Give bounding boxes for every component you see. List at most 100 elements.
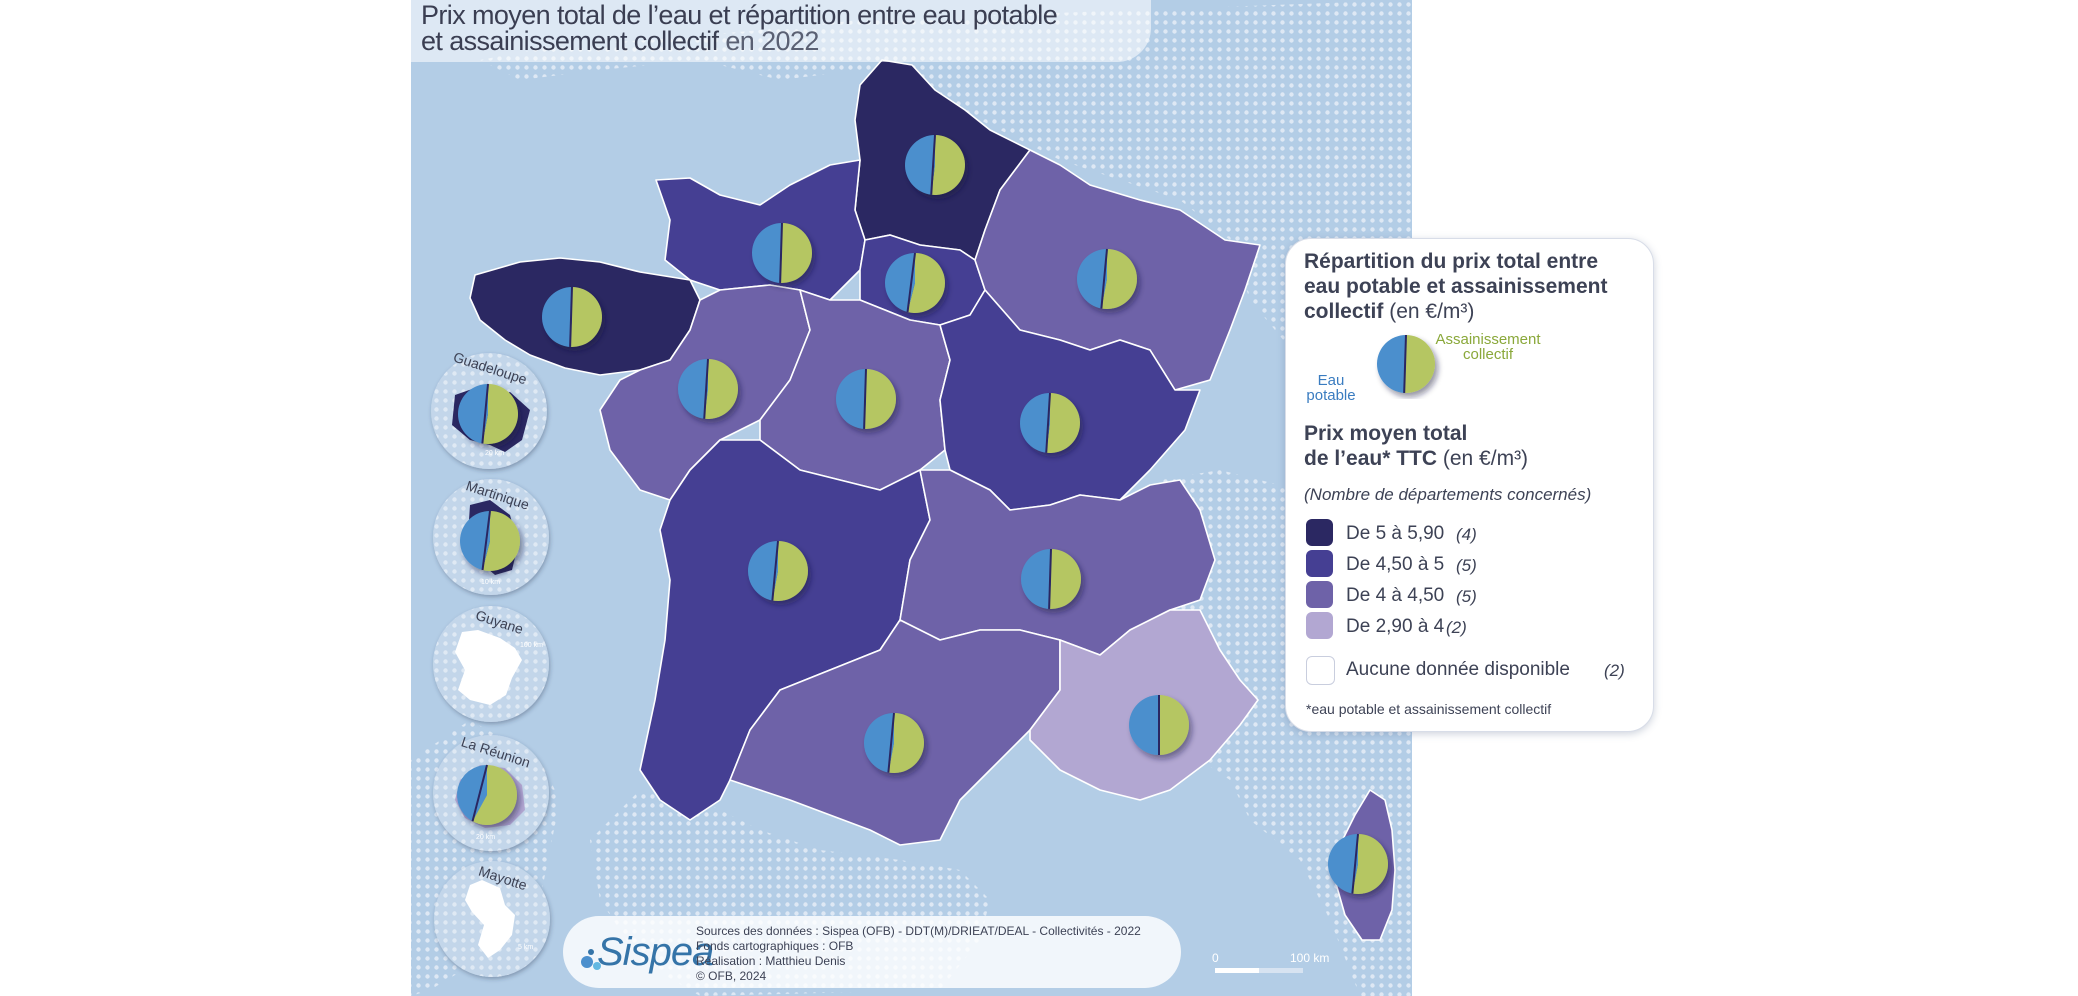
legend-class-4-label: De 2,90 à 4 (1346, 616, 1445, 637)
pie-divider (930, 134, 936, 195)
sispea-drop-icon (581, 949, 601, 970)
pie-slice-eau-potable (678, 359, 708, 419)
pie-slice-eau-potable (460, 511, 490, 571)
pie-divider (703, 358, 709, 419)
credits-author: Réalisation : Matthieu Denis (696, 954, 846, 968)
legend-no-data-label: Aucune donnée disponible (1346, 659, 1570, 680)
pie-divider (863, 368, 867, 429)
pie-slice-assainissement (780, 222, 813, 283)
pie-divider (1100, 248, 1108, 309)
scale-bar-start: 0 (1212, 951, 1219, 965)
legend-pie-unit: (en €/m³) (1389, 300, 1475, 323)
pie-slice-assainissement (570, 287, 603, 348)
map-title-line-2: et assainissement collectif en 2022 (421, 26, 819, 57)
pie-slice-eau-potable (1019, 393, 1050, 453)
pie-slice-assainissement (864, 369, 896, 429)
pie-divider (471, 764, 488, 822)
pie-divider (887, 712, 895, 773)
pie-slice-assainissement (888, 713, 925, 774)
legend-swatch-no-data (1306, 656, 1335, 685)
legend-swatch-class-2 (1306, 550, 1333, 577)
sispea-logo: Sispea (597, 930, 714, 974)
pie-bretagne (542, 286, 603, 348)
pie-slice-assainissement (1101, 249, 1137, 309)
inset-scale-la-reunion: 20 km (476, 834, 496, 841)
inset-mayotte (434, 861, 550, 977)
credits-copyright: © OFB, 2024 (696, 969, 767, 983)
legend-price-title-2: de l’eau* TTC (en €/m³) (1304, 446, 1528, 471)
legend-eau-line-2: potable (1306, 387, 1356, 404)
credits-box: Sispea Sources des données : Sispea (OFB… (563, 916, 1181, 988)
legend-no-data-count: (2) (1604, 661, 1625, 680)
pie-slice-eau-potable (836, 369, 866, 429)
pie-divider (1351, 833, 1359, 894)
pie-slice-eau-potable (905, 135, 935, 195)
pie-slice-eau-potable (542, 287, 572, 347)
pie-slice-eau-potable (748, 541, 778, 601)
pie-slice-assainissement (1046, 393, 1080, 453)
pie-slice-eau-potable (1021, 549, 1051, 609)
legend-pie-title-2: eau potable et assainissement (1304, 275, 1608, 298)
map-title-subject: et assainissement collectif (421, 26, 719, 56)
inset-scale-martinique: 10 km (481, 579, 501, 586)
pie-slice-eau-potable (1129, 695, 1159, 755)
pie-slice-eau-potable (457, 384, 488, 444)
pie-la-r-union (456, 764, 518, 826)
pie-slice-eau-potable (1327, 834, 1358, 894)
pie-divider (1403, 334, 1407, 393)
pie-divider (569, 286, 573, 347)
pie-slice-assainissement (482, 384, 518, 445)
inset-guyane (433, 606, 549, 722)
inset-scale-guadeloupe: 20 km (485, 450, 505, 457)
pie-centre-val-de-loire (836, 368, 896, 429)
legend-class-2-label: De 4,50 à 5 (1346, 554, 1445, 575)
pie-martinique (460, 510, 521, 571)
legend-price-title-1: Prix moyen total (1304, 422, 1468, 445)
pie-slice-assainissement (1352, 834, 1388, 895)
legend-assainissement-label: Assainissement collectif (1428, 332, 1548, 362)
legend-class-4-count: (2) (1446, 618, 1467, 637)
pie-grand-est (1076, 248, 1137, 309)
legend-price-title-2-text: de l’eau* TTC (1304, 447, 1438, 470)
legend-eau-potable-label: Eau potable (1301, 373, 1361, 403)
pie-pays-de-la-loire (678, 358, 739, 419)
pie-slice-eau-potable (1377, 335, 1406, 393)
map-title-line-1: Prix moyen total de l’eau et répartition… (421, 0, 1058, 30)
pie-slice-eau-potable (864, 713, 894, 773)
pie-divider (771, 540, 779, 601)
pie-divider (481, 383, 489, 444)
regions (469, 59, 1396, 941)
pie-normandie (752, 222, 813, 283)
legend-pie-title-3-text: collectif (1304, 300, 1384, 323)
legend-class-3-label: De 4 à 4,50 (1346, 585, 1445, 606)
legend-assainissement-line-2: collectif (1462, 346, 1514, 363)
legend-pie (1377, 334, 1435, 393)
pie-legend-sample (1377, 334, 1435, 393)
scale-bar: 0 100 km (1212, 951, 1329, 973)
pie-slice-eau-potable (752, 223, 782, 283)
legend-assainissement-line-1: Assainissement (1435, 331, 1541, 348)
pie-divider (906, 252, 916, 313)
pie-slice-assainissement (772, 541, 809, 602)
pie-occitanie (864, 712, 925, 774)
legend-pie-title-3: collectif (en €/m³) (1304, 299, 1474, 324)
pie-corse (1327, 833, 1388, 895)
legend-class-1-label: De 5 à 5,90 (1346, 523, 1445, 544)
pie-auvergne-rh-ne-alpes (1021, 548, 1082, 609)
inset-scale-mayotte: 5 km (518, 944, 534, 951)
pie-slice-eau-potable (456, 765, 487, 822)
pie-nouvelle-aquitaine (748, 540, 809, 602)
legend-class-1-count: (4) (1456, 525, 1477, 544)
pie-guadeloupe (457, 383, 518, 445)
pie-hauts-de-france (905, 134, 965, 195)
legend-count-note: (Nombre de départements concernés) (1304, 485, 1592, 504)
map-panel: 0 100 km (411, 0, 1412, 996)
pie-slice-eau-potable (885, 253, 915, 313)
pie-divider (1048, 548, 1052, 609)
pie-bourgogne-franche-comt- (1019, 392, 1080, 453)
legend-swatch-class-1 (1306, 519, 1333, 546)
legend-pie-sample (1377, 334, 1435, 393)
pie-provence-alpes-c-te-d-azur (1129, 695, 1189, 755)
region-bourgogne-franche-comte (939, 289, 1201, 511)
